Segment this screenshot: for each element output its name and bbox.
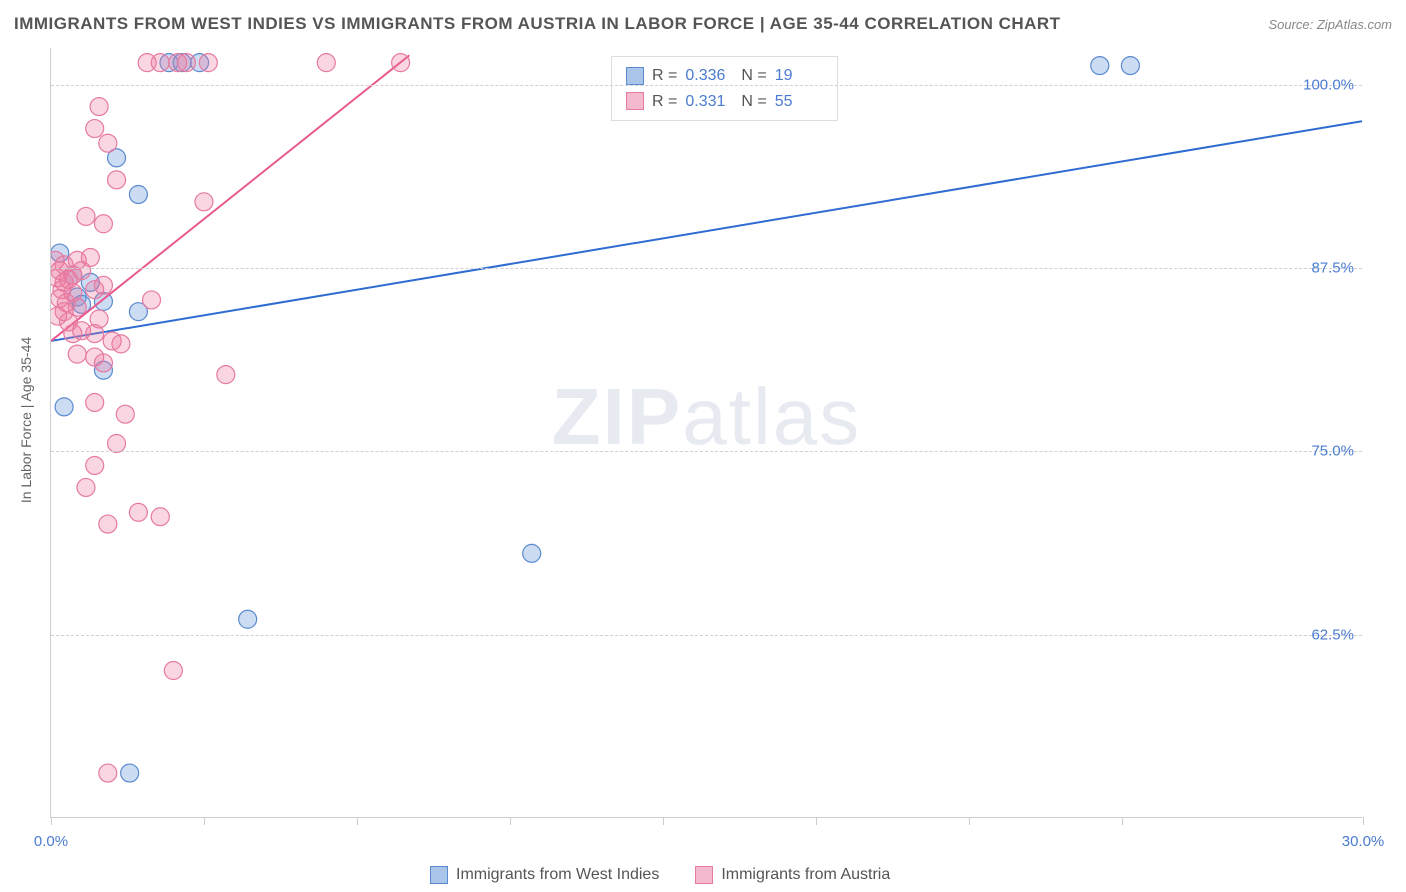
data-point [177,54,195,72]
data-point [77,207,95,225]
data-point [90,98,108,116]
data-point [129,185,147,203]
data-point [55,398,73,416]
y-axis-label: In Labor Force | Age 35-44 [18,337,34,503]
gridline-h [51,635,1362,636]
legend-item-series2: Immigrants from Austria [695,866,890,884]
legend-label-series2: Immigrants from Austria [721,866,890,884]
bottom-legend: Immigrants from West Indies Immigrants f… [430,866,890,884]
gridline-h [51,451,1362,452]
x-tick [510,817,511,825]
r-label: R = [652,89,677,115]
data-point [129,503,147,521]
data-point [116,405,134,423]
x-tick [204,817,205,825]
data-point [151,508,169,526]
n-label: N = [741,89,766,115]
data-point [94,276,112,294]
source-attribution: Source: ZipAtlas.com [1268,17,1392,32]
data-point [94,215,112,233]
data-point [239,610,257,628]
n-value-series2: 55 [775,89,823,115]
data-point [143,291,161,309]
y-tick-label: 62.5% [1311,626,1354,643]
r-value-series2: 0.331 [685,89,733,115]
data-point [68,298,86,316]
x-tick [357,817,358,825]
y-tick-label: 75.0% [1311,443,1354,460]
trend-line [51,121,1362,341]
trend-line [51,55,409,341]
data-point [317,54,335,72]
stats-row-series2: R = 0.331 N = 55 [626,89,823,115]
chart-title: IMMIGRANTS FROM WEST INDIES VS IMMIGRANT… [14,14,1061,34]
legend-label-series1: Immigrants from West Indies [456,866,659,884]
data-point [86,393,104,411]
swatch-series1-icon [626,67,644,85]
title-bar: IMMIGRANTS FROM WEST INDIES VS IMMIGRANT… [14,14,1392,34]
data-point [151,54,169,72]
y-tick-label: 100.0% [1303,76,1354,93]
data-point [217,366,235,384]
data-point [1091,57,1109,75]
data-point [99,764,117,782]
data-point [86,120,104,138]
chart-svg [51,48,1362,817]
x-tick [1122,817,1123,825]
data-point [108,171,126,189]
x-tick-label: 0.0% [34,833,68,850]
data-point [1121,57,1139,75]
data-point [90,310,108,328]
data-point [94,354,112,372]
x-tick-label: 30.0% [1342,833,1385,850]
data-point [121,764,139,782]
data-point [99,515,117,533]
data-point [112,335,130,353]
data-point [108,434,126,452]
gridline-h [51,85,1362,86]
data-point [68,345,86,363]
x-tick [1363,817,1364,825]
x-tick [663,817,664,825]
x-tick [51,817,52,825]
legend-swatch-series1-icon [430,866,448,884]
swatch-series2-icon [626,92,644,110]
data-point [195,193,213,211]
data-point [164,662,182,680]
legend-item-series1: Immigrants from West Indies [430,866,659,884]
correlation-stats-box: R = 0.336 N = 19 R = 0.331 N = 55 [611,56,838,121]
data-point [81,248,99,266]
data-point [86,456,104,474]
y-tick-label: 87.5% [1311,260,1354,277]
plot-area: R = 0.336 N = 19 R = 0.331 N = 55 ZIPatl… [50,48,1362,818]
x-tick [816,817,817,825]
legend-swatch-series2-icon [695,866,713,884]
data-point [392,54,410,72]
data-point [99,134,117,152]
data-point [199,54,217,72]
data-point [523,544,541,562]
gridline-h [51,268,1362,269]
data-point [77,478,95,496]
x-tick [969,817,970,825]
